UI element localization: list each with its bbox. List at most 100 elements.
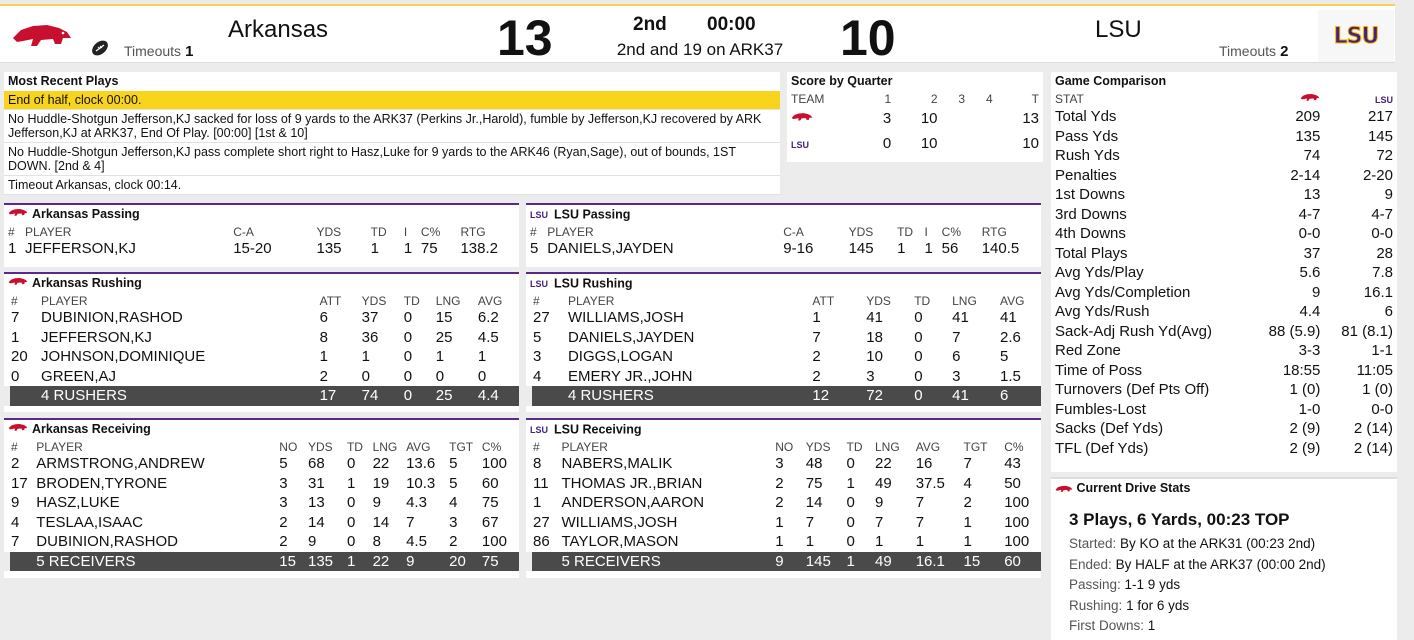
stat-label: 3rd Downs <box>1055 205 1127 223</box>
comparison-row: Avg Yds/Rush 4.4 6 <box>1051 302 1397 322</box>
stat-value: 2 (9) <box>1289 439 1321 457</box>
total-cell: 135 <box>303 551 343 571</box>
table-cell: 75 <box>481 494 499 512</box>
table-cell: 4.3 <box>406 494 427 512</box>
lsu-passing-panel: LSU LSU Passing # PLAYER C-A YDS TD I C% RTG 5 DANI… <box>526 203 1041 267</box>
table-cell: 2 <box>279 513 288 531</box>
comparison-row: Red Zone 3-3 1-1 <box>1051 341 1397 361</box>
comparison-row: Time of Poss 18:55 11:05 <box>1051 361 1397 381</box>
table-cell: 1 <box>319 348 328 366</box>
stat-value: 13 <box>1303 186 1321 204</box>
col-header: C% <box>1004 439 1024 454</box>
lsu-logo: LSU <box>1318 10 1394 62</box>
stat-label: Avg Yds/Completion <box>1055 283 1191 301</box>
table-header-row: # PLAYER NO YDS TD LNG AVG TGT C% <box>529 439 1041 454</box>
table-cell: 2 <box>775 474 784 492</box>
table-cell: 41 <box>952 309 969 327</box>
total-cell: 0 <box>910 386 949 406</box>
lsu-logo-icon: LSU <box>530 420 554 440</box>
table-cell: DIGGS,LOGAN <box>567 348 673 366</box>
table-cell: 75 <box>805 474 823 492</box>
drive-line-value: 1-1 9 yds <box>1124 577 1181 592</box>
table-cell: 0 <box>914 367 923 385</box>
col-header: 3 <box>958 91 966 106</box>
lsu-receiving-panel: LSU LSU Receiving # PLAYER NO YDS TD LNG AVG TGT C… <box>526 418 1041 578</box>
arkansas-receiving-panel: Arkansas Receiving # PLAYER NO YDS TD LNG AVG TG… <box>3 418 519 578</box>
table-cell: 0 <box>346 513 356 531</box>
table-cell: 15 <box>435 309 453 327</box>
table-cell: 0 <box>11 367 20 385</box>
stat-label: Red Zone <box>1055 342 1121 360</box>
total-row: 4 RUSHERS 17 74 0 25 4.4 <box>3 386 519 406</box>
recent-plays-title: Most Recent Plays <box>8 74 119 88</box>
table-cell: 4 <box>533 367 542 385</box>
table-cell: 3 <box>952 367 961 385</box>
stat-value: 145 <box>1367 127 1393 145</box>
game-comparison-panel: Game Comparison STAT LSU Total Yds 209 217… <box>1051 72 1397 472</box>
table-cell: 1 <box>846 474 855 492</box>
section-title: LSU Passing <box>554 207 631 222</box>
col-header: LNG <box>372 439 398 454</box>
arkansas-rushing-panel: Arkansas Rushing # PLAYER ATT YDS TD LNG AVG 7 DU… <box>3 272 519 412</box>
table-cell: 1 <box>775 533 784 551</box>
col-header: C% <box>941 224 962 239</box>
table-cell: 9-16 <box>783 240 814 258</box>
col-header: TD <box>846 439 863 454</box>
razorback-logo-icon <box>1252 91 1325 107</box>
table-cell: 0 <box>435 367 445 385</box>
table-row: 27 WILLIAMS,JOSH 1 41 0 41 41 <box>529 308 1041 328</box>
col-header: I <box>403 224 408 239</box>
comparison-row: Avg Yds/Play 5.6 7.8 <box>1051 263 1397 283</box>
table-cell: 14 <box>805 494 823 512</box>
table-cell: 3 <box>279 494 288 512</box>
table-header-row: # PLAYER ATT YDS TD LNG AVG <box>529 293 1041 308</box>
table-cell: 1 <box>435 348 445 366</box>
table-cell: 75 <box>420 240 438 258</box>
table-cell: 8 <box>319 328 328 346</box>
table-cell: 1 <box>8 240 17 258</box>
table-cell: EMERY JR.,JOHN <box>567 367 693 385</box>
col-header: NO <box>279 439 298 454</box>
comparison-row: 1st Downs 13 9 <box>1051 185 1397 205</box>
stat-value: 217 <box>1367 108 1393 126</box>
col-header: TD <box>370 224 387 239</box>
col-header: YDS <box>316 224 342 239</box>
drive-line-value: 1 <box>1147 618 1156 633</box>
section-header: LSU LSU Passing <box>526 205 1041 224</box>
stat-label: Time of Poss <box>1055 361 1142 379</box>
col-header: LNG <box>435 293 461 308</box>
table-cell: 1 <box>805 533 815 551</box>
table-cell: 18 <box>866 328 883 346</box>
table-cell: 0 <box>361 367 370 385</box>
score-cell <box>969 106 997 131</box>
away-team-name: LSU <box>1095 16 1142 43</box>
table-cell: 3 <box>449 513 458 531</box>
lsu-logo-text: LSU <box>530 279 548 289</box>
table-cell: GREEN,AJ <box>41 367 117 385</box>
stat-value: 74 <box>1303 147 1321 165</box>
stat-value: 1-1 <box>1371 342 1393 360</box>
stat-value: 9 <box>1312 283 1321 301</box>
score-cell: 3 <box>882 110 892 127</box>
score-cell: 10 <box>920 135 938 152</box>
table-cell: 68 <box>307 455 325 473</box>
quarter: 2nd <box>633 14 667 35</box>
table-row: LSU 0 10 10 <box>787 131 1043 156</box>
drive-details: Started: By KO at the ARK31 (00:23 2nd) E… <box>1051 534 1397 637</box>
table-cell: NABERS,MALIK <box>561 455 673 473</box>
razorback-logo-icon <box>8 420 32 439</box>
arkansas-passing-panel: Arkansas Passing # PLAYER C-A YDS TD I C% RTG 1 JE… <box>4 203 519 267</box>
table-cell: 100 <box>481 533 507 551</box>
table-cell: 1 <box>924 240 933 258</box>
drive-line: Rushing: 1 for 6 yds <box>1069 596 1397 617</box>
table-cell: 27 <box>533 513 550 531</box>
drive-line-label: First Downs: <box>1069 618 1145 633</box>
table-cell: 13 <box>307 494 325 512</box>
comparison-row: 4th Downs 0-0 0-0 <box>1051 224 1397 244</box>
table-cell: 7 <box>952 328 961 346</box>
total-cell: 25 <box>431 386 474 406</box>
total-cell: 15 <box>959 551 1001 571</box>
table-row: 9 HASZ,LUKE 3 13 0 9 4.3 4 75 <box>7 493 519 513</box>
table-cell: 36 <box>361 328 379 346</box>
stat-label: TFL (Def Yds) <box>1055 439 1149 457</box>
